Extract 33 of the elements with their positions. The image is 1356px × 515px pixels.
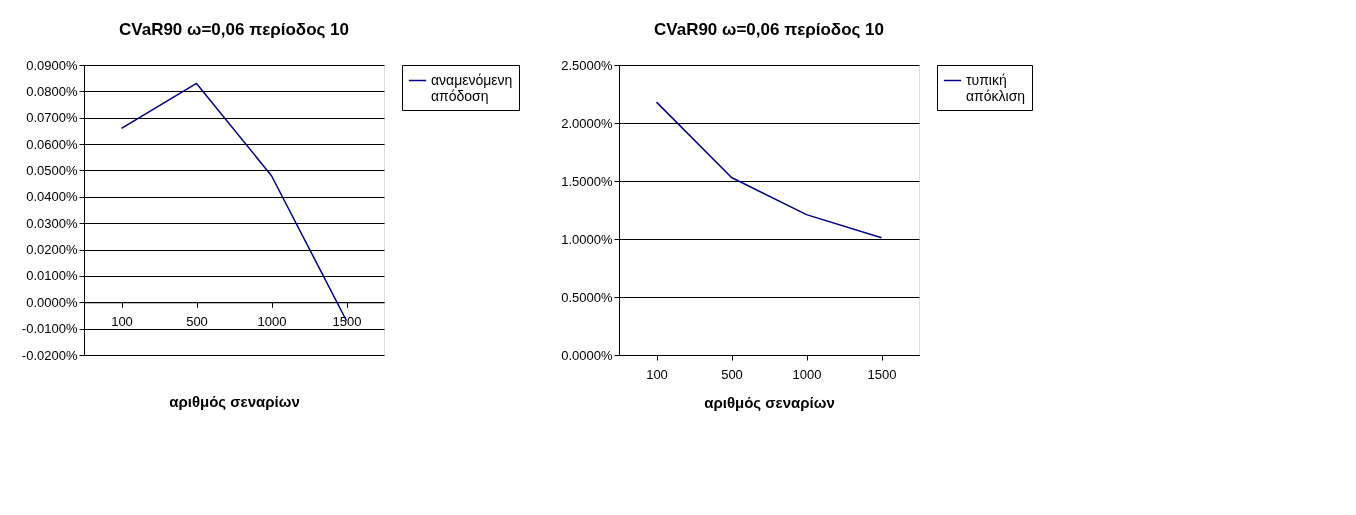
y-tick-label: 0.0400% bbox=[26, 189, 78, 205]
x-tick-label: 100 bbox=[111, 313, 133, 329]
y-tick-label: 0.0800% bbox=[26, 83, 78, 99]
chart-title: CVaR90 ω=0,06 περίοδος 10 bbox=[118, 20, 350, 39]
x-tick-label: 100 bbox=[646, 366, 668, 382]
y-tick-label: 0.0900% bbox=[26, 57, 78, 73]
x-axis-title: αριθμός σεναρίων bbox=[169, 393, 300, 411]
y-tick-label: 2.5000% bbox=[561, 57, 613, 73]
x-tick-label: 1500 bbox=[867, 366, 897, 382]
y-tick-label: 0.0000% bbox=[26, 294, 78, 310]
y-tick-label: 0.0600% bbox=[26, 136, 78, 152]
legend-label: τυπική απόκλιση bbox=[966, 71, 1026, 104]
y-tick-label: 0.0700% bbox=[26, 110, 78, 126]
x-tick-label: 500 bbox=[186, 313, 208, 329]
x-tick-label: 1500 bbox=[332, 313, 362, 329]
line-series bbox=[655, 101, 883, 239]
y-tick-label: 0.0100% bbox=[26, 268, 78, 284]
y-tick-label: 0.0000% bbox=[561, 347, 613, 363]
x-tick-label: 500 bbox=[721, 366, 743, 382]
x-tick-label: 1000 bbox=[792, 366, 822, 382]
legend-label: αναμενόμενη απόδοση bbox=[431, 71, 513, 104]
x-tick-label: 1000 bbox=[257, 313, 287, 329]
y-tick-label: 0.0200% bbox=[26, 242, 78, 258]
chart-title: CVaR90 ω=0,06 περίοδος 10 bbox=[653, 20, 885, 39]
y-tick-label: 0.5000% bbox=[561, 289, 613, 305]
y-tick-label: -0.0200% bbox=[21, 347, 78, 363]
y-tick-label: 0.0500% bbox=[26, 162, 78, 178]
x-axis-title: αριθμός σεναρίων bbox=[704, 393, 835, 411]
y-tick-label: 0.0300% bbox=[26, 215, 78, 231]
y-tick-label: 2.0000% bbox=[561, 115, 613, 131]
y-tick-label: -0.0100% bbox=[21, 321, 78, 337]
y-tick-label: 1.5000% bbox=[561, 173, 613, 189]
y-tick-label: 1.0000% bbox=[561, 231, 613, 247]
